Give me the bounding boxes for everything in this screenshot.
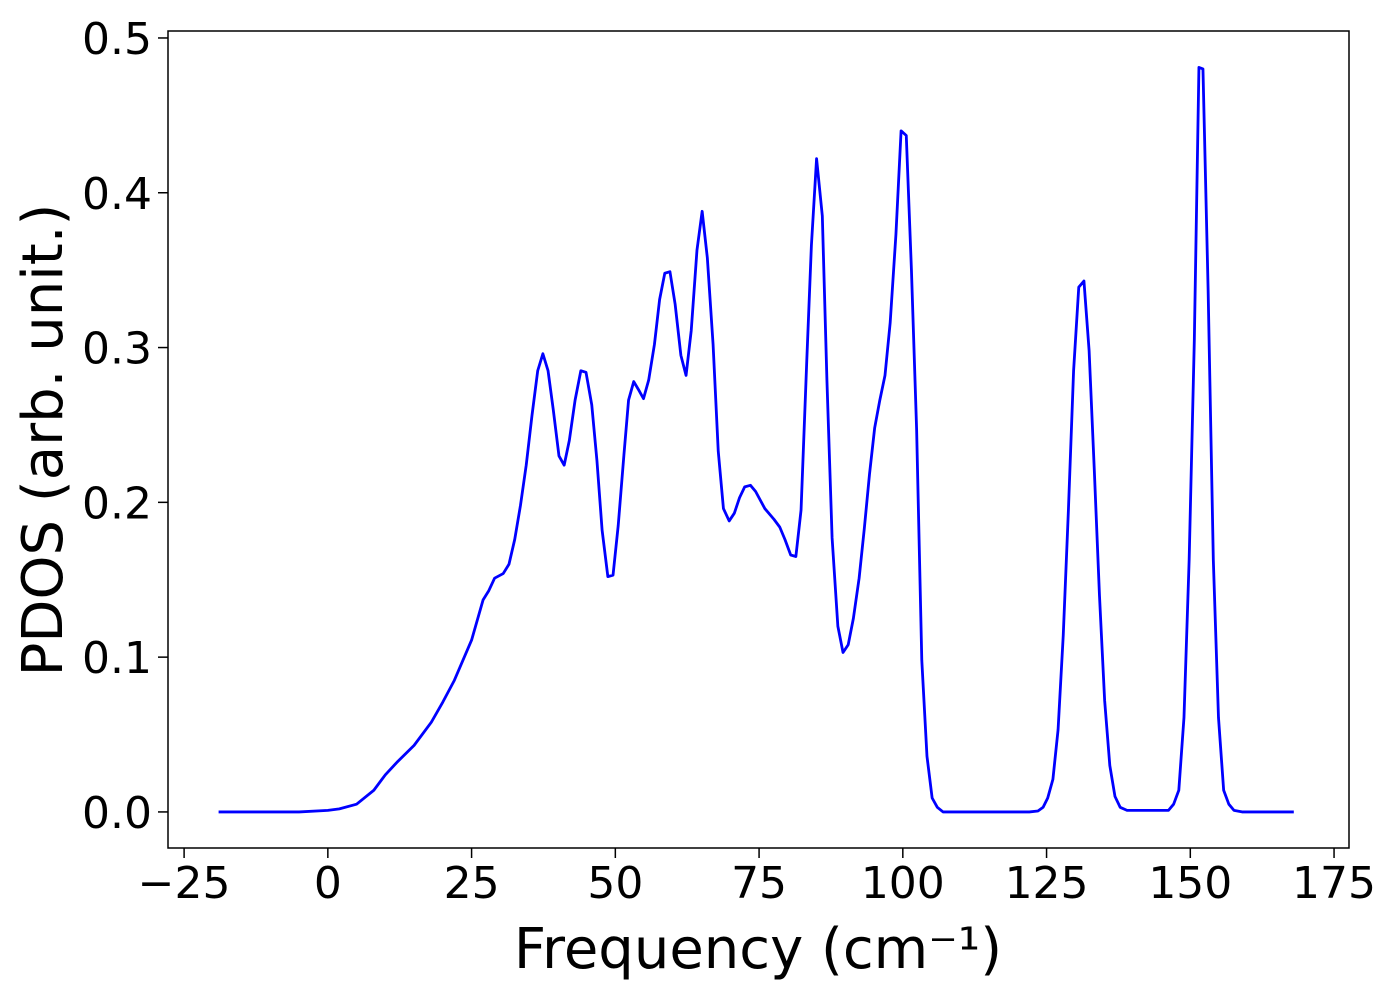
x-tick-label: −25 bbox=[138, 858, 231, 909]
plot-frame bbox=[167, 30, 1350, 849]
y-tick-label: 0.1 bbox=[82, 633, 152, 684]
y-axis-label: PDOS (arb. unit.) bbox=[11, 204, 76, 677]
x-tick-label: 0 bbox=[314, 858, 342, 909]
x-tick-label: 25 bbox=[444, 858, 500, 909]
x-axis-label: Frequency (cm⁻¹) bbox=[514, 917, 1002, 982]
x-tick-label: 100 bbox=[861, 858, 945, 909]
x-tick-label: 125 bbox=[1005, 858, 1089, 909]
y-tick-label: 0.5 bbox=[82, 14, 152, 65]
x-tick-label: 50 bbox=[587, 858, 643, 909]
data-line bbox=[218, 65, 1294, 814]
x-tick-label: 150 bbox=[1148, 858, 1232, 909]
x-tick-label: 175 bbox=[1292, 858, 1376, 909]
x-tick-label: 75 bbox=[731, 858, 787, 909]
y-tick-label: 0.4 bbox=[82, 169, 152, 220]
y-tick-label: 0.3 bbox=[82, 324, 152, 375]
y-tick-label: 0.0 bbox=[82, 788, 152, 839]
y-tick-label: 0.2 bbox=[82, 478, 152, 529]
